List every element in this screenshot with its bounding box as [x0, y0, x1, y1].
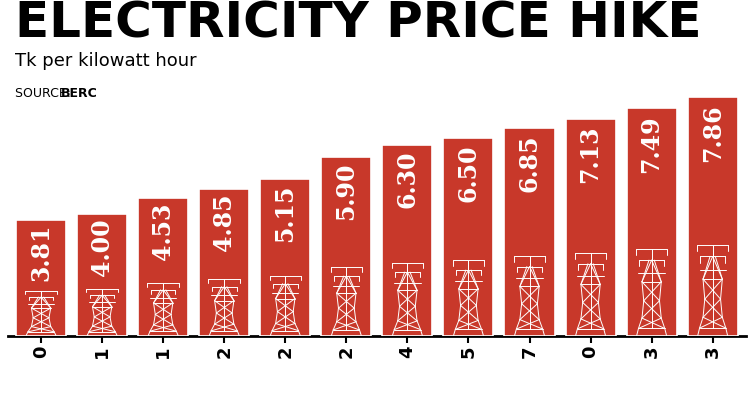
Text: 6.85: 6.85 [518, 134, 542, 191]
Bar [505, 128, 554, 336]
Text: SOURCE:: SOURCE: [15, 87, 75, 100]
Bar [688, 97, 738, 336]
Text: 7.49: 7.49 [640, 115, 664, 173]
Text: 5.15: 5.15 [273, 184, 297, 242]
Text: 7.13: 7.13 [578, 126, 602, 183]
Text: 7.86: 7.86 [700, 104, 724, 162]
Text: 5.90: 5.90 [334, 162, 358, 220]
Bar [16, 220, 66, 336]
Text: The Daily Star: The Daily Star [598, 363, 731, 380]
Text: 6.50: 6.50 [457, 144, 481, 202]
Text: 6.30: 6.30 [395, 150, 419, 208]
Bar [382, 145, 433, 336]
Text: ELECTRICITY PRICE HIKE: ELECTRICITY PRICE HIKE [15, 0, 701, 48]
Bar [566, 119, 616, 336]
Text: BERC: BERC [61, 87, 98, 100]
Text: 4.53: 4.53 [152, 202, 176, 260]
Text: 4.85: 4.85 [212, 193, 236, 250]
Bar [77, 215, 128, 336]
Bar [200, 189, 249, 336]
Text: 3.81: 3.81 [29, 224, 53, 281]
Bar [260, 180, 310, 336]
Bar [626, 108, 676, 336]
Bar [321, 157, 371, 336]
Text: 4.00: 4.00 [90, 218, 114, 276]
Bar [138, 198, 188, 336]
Text: Tk per kilowatt hour: Tk per kilowatt hour [15, 52, 197, 70]
Bar [443, 138, 494, 336]
